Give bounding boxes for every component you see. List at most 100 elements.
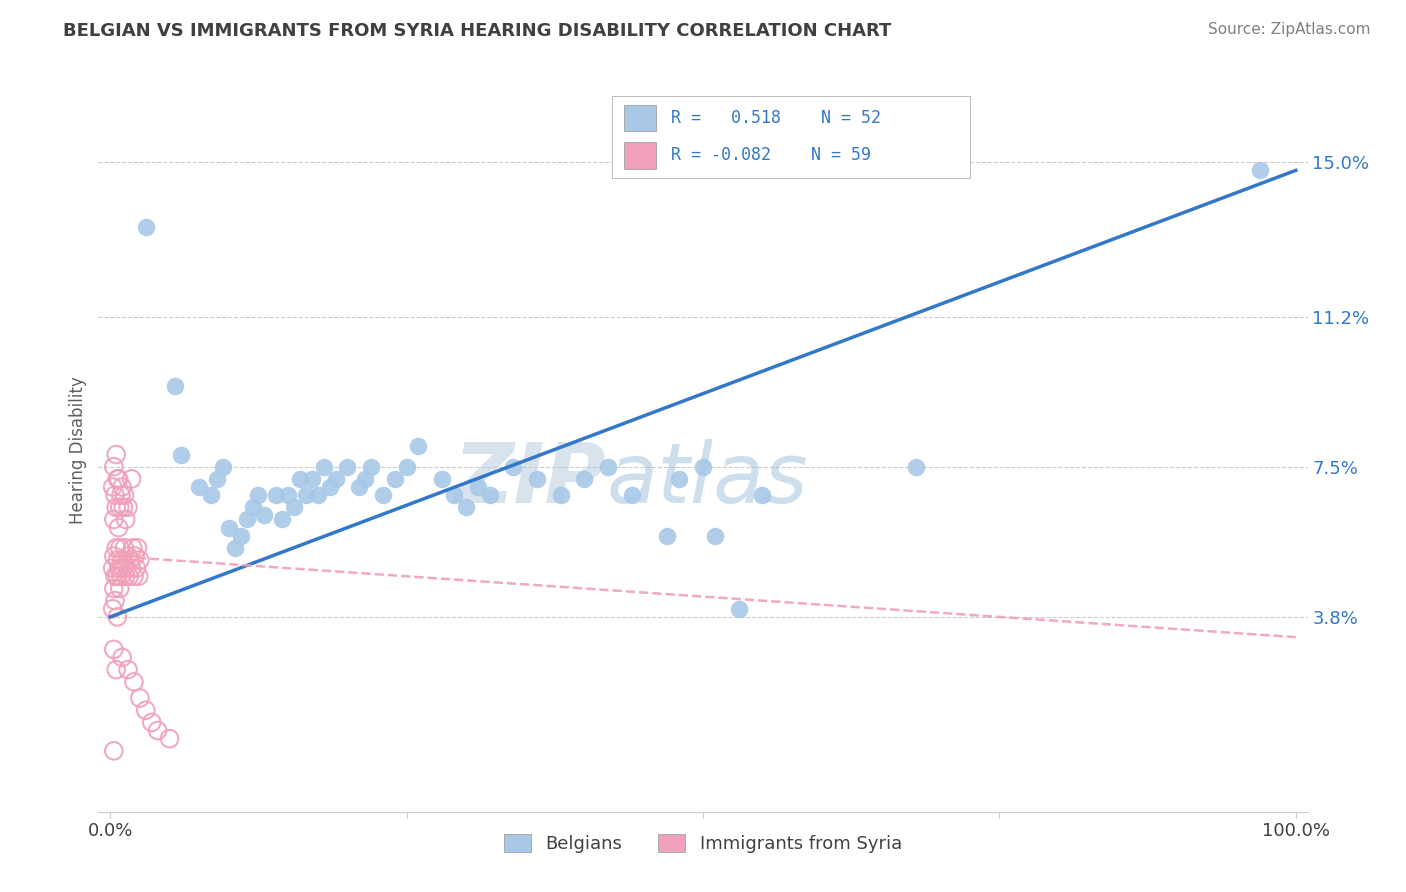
Point — [122, 569, 145, 583]
Point — [104, 569, 127, 583]
Point — [905, 459, 928, 474]
Point — [318, 480, 340, 494]
Point — [384, 472, 406, 486]
Point — [301, 472, 323, 486]
Point — [620, 488, 643, 502]
Point — [105, 472, 128, 486]
Point — [105, 553, 128, 567]
Point — [657, 529, 679, 543]
Point — [121, 472, 143, 486]
Point — [307, 488, 329, 502]
Point — [598, 459, 620, 474]
Point — [122, 674, 145, 689]
Point — [124, 549, 146, 563]
Point — [200, 488, 222, 502]
Point — [336, 459, 359, 474]
Point — [277, 488, 299, 502]
Point — [253, 508, 276, 523]
Point — [125, 561, 148, 575]
Point — [165, 378, 187, 392]
Point — [104, 593, 127, 607]
Point — [103, 549, 125, 563]
Point — [135, 703, 157, 717]
Point — [235, 512, 257, 526]
Point — [105, 448, 128, 462]
Point — [727, 601, 749, 615]
Point — [110, 569, 132, 583]
Point — [129, 553, 152, 567]
Point — [454, 500, 477, 515]
Point — [371, 488, 394, 502]
Text: R = -0.082    N = 59: R = -0.082 N = 59 — [671, 146, 870, 164]
Point — [117, 663, 139, 677]
Point — [117, 549, 139, 563]
Point — [103, 642, 125, 657]
Point — [117, 500, 139, 515]
Point — [242, 500, 264, 515]
Point — [502, 459, 524, 474]
Bar — [624, 143, 657, 169]
Point — [103, 512, 125, 526]
Text: BELGIAN VS IMMIGRANTS FROM SYRIA HEARING DISABILITY CORRELATION CHART: BELGIAN VS IMMIGRANTS FROM SYRIA HEARING… — [63, 22, 891, 40]
Point — [105, 541, 128, 555]
Point — [118, 569, 141, 583]
Point — [105, 569, 128, 583]
Point — [159, 731, 181, 746]
Text: atlas: atlas — [606, 439, 808, 520]
Point — [103, 744, 125, 758]
Point — [129, 691, 152, 706]
Point — [111, 553, 134, 567]
Point — [112, 500, 135, 515]
Point — [288, 472, 311, 486]
Point — [120, 553, 142, 567]
Point — [101, 561, 124, 575]
Point — [115, 561, 138, 575]
Point — [224, 541, 246, 555]
Point — [103, 582, 125, 596]
Point — [443, 488, 465, 502]
Point — [408, 439, 430, 453]
Point — [692, 459, 714, 474]
Point — [271, 512, 294, 526]
Point — [103, 459, 125, 474]
Point — [107, 520, 129, 534]
Point — [264, 488, 287, 502]
Point — [135, 220, 157, 235]
Point — [218, 520, 240, 534]
Text: Source: ZipAtlas.com: Source: ZipAtlas.com — [1208, 22, 1371, 37]
Point — [114, 488, 136, 502]
Point — [1249, 163, 1271, 178]
Point — [212, 459, 235, 474]
Point — [108, 541, 131, 555]
Legend: Belgians, Immigrants from Syria: Belgians, Immigrants from Syria — [496, 827, 910, 861]
Point — [526, 472, 548, 486]
Point — [111, 650, 134, 665]
Point — [574, 472, 596, 486]
Point — [229, 529, 252, 543]
Point — [478, 488, 501, 502]
Point — [108, 500, 131, 515]
Point — [105, 500, 128, 515]
Point — [107, 561, 129, 575]
Point — [347, 480, 370, 494]
Point — [703, 529, 725, 543]
Point — [114, 541, 136, 555]
Text: R =   0.518    N = 52: R = 0.518 N = 52 — [671, 109, 880, 127]
Point — [101, 601, 124, 615]
Point — [121, 561, 143, 575]
Point — [354, 472, 377, 486]
Point — [141, 715, 163, 730]
Point — [146, 723, 169, 738]
Point — [114, 512, 136, 526]
Text: ZIP: ZIP — [454, 439, 606, 520]
Point — [104, 488, 127, 502]
Point — [467, 480, 489, 494]
Point — [283, 500, 305, 515]
Point — [432, 472, 454, 486]
Point — [205, 472, 228, 486]
Point — [105, 663, 128, 677]
Point — [188, 480, 211, 494]
Point — [128, 569, 150, 583]
Point — [395, 459, 418, 474]
Point — [110, 488, 132, 502]
